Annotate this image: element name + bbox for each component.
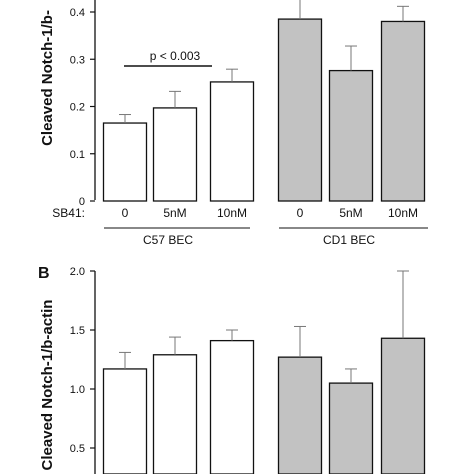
panel-a-bars	[102, 18, 426, 202]
bar	[328, 382, 374, 474]
panel-b-error-bars	[119, 270, 409, 384]
panel-b: B 0.5 1.0 1.5 2.0 Cleaved Notch-1/b-actin	[38, 265, 426, 474]
bar	[102, 368, 148, 474]
panel-b-y-ticks: 0.5 1.0 1.5 2.0	[70, 266, 95, 455]
bar	[277, 356, 323, 474]
panel-b-y-label: Cleaved Notch-1/b-actin	[39, 300, 56, 471]
panel-a-error-bars	[119, 0, 409, 124]
treatment-label: SB41:	[52, 206, 85, 220]
p-value-label: p < 0.003	[150, 49, 201, 63]
x-tick-label: 5nM	[339, 206, 362, 220]
significance-annotation: p < 0.003	[124, 49, 212, 67]
panel-a-y-label: Cleaved Notch-1/b-	[39, 10, 56, 146]
group-label-c57: C57 BEC	[143, 233, 193, 247]
bar	[209, 81, 255, 202]
y-tick-label: 0.5	[70, 443, 85, 455]
y-tick-label: 1.5	[70, 325, 85, 337]
x-tick-label: 10nM	[217, 206, 247, 220]
panel-a-y-ticks: 0 0.1 0.2 0.3 0.4	[70, 7, 95, 208]
y-tick-label: 0.1	[70, 149, 85, 161]
panel-b-letter: B	[38, 265, 50, 282]
panel-b-bars	[102, 337, 426, 474]
x-tick-label: 10nM	[388, 206, 418, 220]
y-tick-label: 0.2	[70, 102, 85, 114]
y-tick-label: 2.0	[70, 266, 85, 278]
x-tick-label: 5nM	[163, 206, 186, 220]
y-tick-label: 0.4	[70, 7, 85, 19]
group-label-cd1: CD1 BEC	[323, 233, 375, 247]
bar	[328, 69, 374, 202]
panel-a: 0 0.1 0.2 0.3 0.4 Cleaved Notch-1/b- p < 0.0…	[39, 0, 428, 247]
bar	[380, 337, 426, 474]
bar	[152, 354, 198, 474]
x-tick-label: 0	[297, 206, 304, 220]
y-tick-label: 1.0	[70, 384, 85, 396]
panel-a-x-tick-labels: 0 5nM 10nM 0 5nM 10nM	[122, 206, 418, 220]
bar	[380, 20, 426, 202]
bar	[102, 122, 148, 202]
bar	[152, 107, 198, 202]
y-tick-label: 0.3	[70, 54, 85, 66]
y-tick-label: 0	[79, 196, 85, 208]
bar	[277, 18, 323, 202]
bar	[209, 339, 255, 474]
x-tick-label: 0	[122, 206, 129, 220]
